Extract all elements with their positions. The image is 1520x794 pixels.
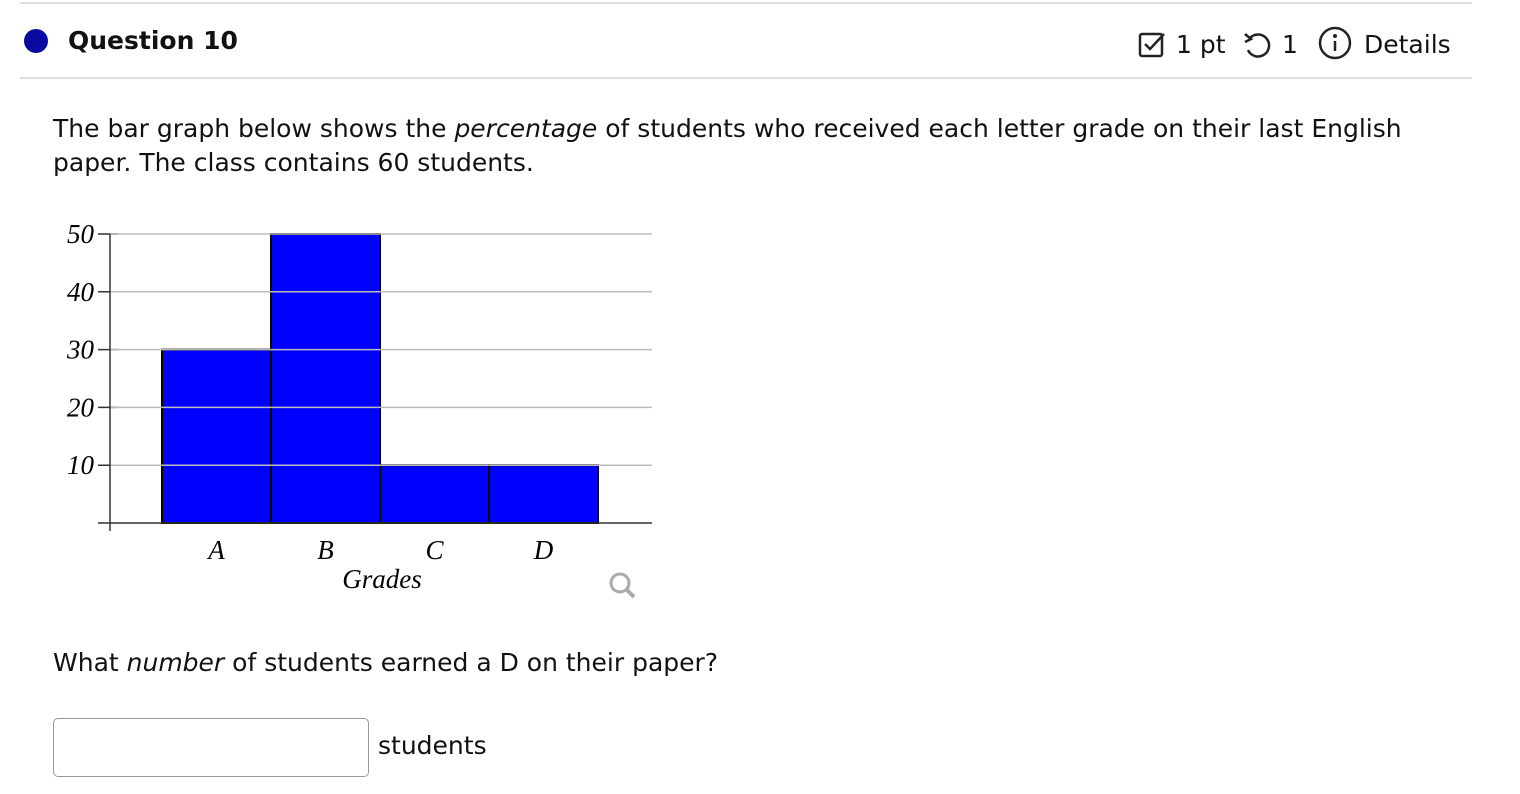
attempts: 1 [1282,30,1298,59]
question-title: Question 10 [68,26,238,55]
bar [270,233,381,524]
x-axis-label: Grades [342,564,422,594]
axes [98,234,652,531]
status-dot [24,29,48,53]
y-tick-label: 10 [67,450,95,480]
points: 1 pt [1176,30,1226,59]
bar [161,348,272,524]
x-tick-label: B [317,535,334,565]
text: The bar graph below shows the [53,114,455,143]
prompt: What number of students earned a D on th… [53,648,718,677]
answer-input[interactable] [53,718,369,777]
x-tick-label: A [206,535,225,565]
bar [379,464,490,525]
text: of students who received each letter gra… [53,114,1402,177]
emphasis: number [126,648,225,677]
info-icon[interactable] [1318,26,1354,62]
divider [20,77,1472,79]
zoom-icon[interactable] [609,572,636,599]
chart: D C B A 50 40 30 20 10 Grades [66,219,652,599]
bar [488,464,599,525]
y-tick-label: 30 [66,335,95,365]
check-icon [1138,32,1165,58]
emphasis: percentage [454,114,598,143]
y-tick-label: 20 [67,392,95,422]
details-link[interactable]: Details [1364,30,1451,59]
y-tick-label: 50 [67,219,95,249]
divider [20,2,1472,4]
retry-icon [1244,33,1271,58]
unit-label: students [378,731,487,760]
x-tick-label: D [533,535,554,565]
y-tick-label: 40 [67,277,95,307]
text: What [53,648,127,677]
x-tick-label: C [425,535,444,565]
text: of students earned a D on their paper? [224,648,719,677]
question-text: The bar graph below shows the percentage… [53,112,1473,180]
